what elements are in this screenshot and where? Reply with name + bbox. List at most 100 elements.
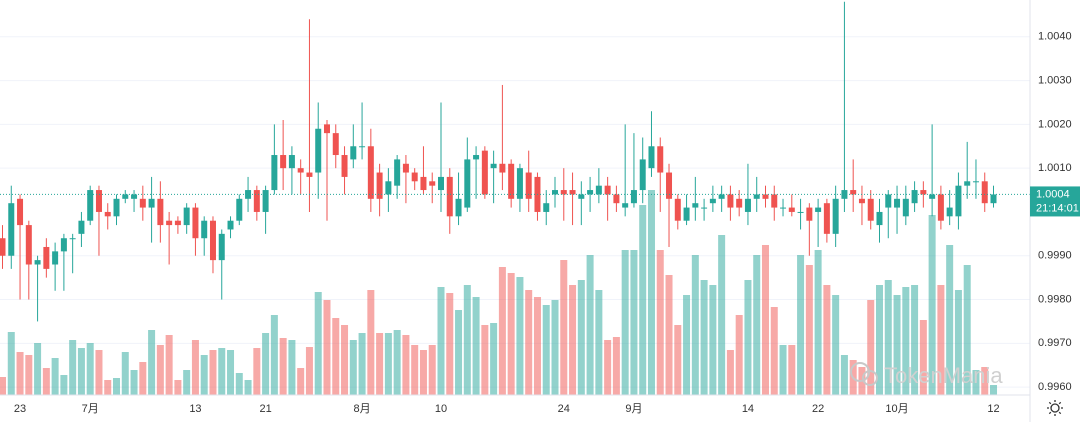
volume-bar: [419, 350, 427, 395]
candle-body: [402, 163, 409, 173]
x-tick-label: 24: [558, 403, 570, 415]
volume-bar: [332, 318, 340, 395]
candle-body: [315, 128, 322, 173]
candle-body: [701, 207, 708, 209]
volume-bar: [455, 310, 463, 395]
candle-body: [394, 159, 401, 186]
candle-body: [87, 190, 94, 221]
candle-body: [587, 190, 594, 195]
candle-body: [622, 203, 629, 208]
volume-bar: [235, 373, 243, 395]
settings-icon-spokes[interactable]: [1047, 400, 1063, 416]
y-tick-label: 1.0010: [1038, 162, 1072, 174]
volume-bar: [95, 350, 103, 395]
candle-body: [429, 181, 436, 186]
axis-layer: 0.9960 0.9970 0.9980 0.9990 1.0010 1.0020 1.00…: [14, 31, 1080, 415]
candle-body: [630, 190, 637, 204]
candle-body: [552, 190, 559, 195]
volume-bar: [148, 330, 156, 395]
volume-bar: [893, 295, 901, 395]
candle-body: [876, 211, 883, 226]
candle-body: [683, 207, 690, 221]
candle-body: [815, 207, 822, 212]
volume-bar: [577, 280, 585, 395]
candle-body: [306, 172, 313, 177]
volume-bar: [954, 290, 962, 395]
x-tick-label: 7月: [82, 403, 99, 415]
candle-body: [516, 168, 523, 199]
volume-bar: [551, 300, 559, 395]
watermark-icon: [862, 370, 878, 386]
candle-body: [323, 124, 330, 134]
y-tick-label: 0.9990: [1038, 250, 1072, 262]
last-price-box: [1030, 186, 1080, 217]
volume-bar: [279, 338, 287, 395]
candle-body: [280, 155, 287, 169]
settings-icon-ring[interactable]: [1050, 403, 1060, 413]
candle-body: [569, 190, 576, 195]
candle-body: [481, 150, 488, 195]
volume-bar: [288, 340, 296, 395]
candle-body: [8, 203, 15, 256]
volume-bar: [560, 260, 568, 395]
candle-body: [122, 194, 129, 199]
volume-bar: [770, 307, 778, 395]
volume-bar: [525, 290, 533, 395]
volume-bar: [700, 280, 708, 395]
x-tick-label: 14: [742, 403, 754, 415]
volume-bar: [665, 275, 673, 395]
candle-body: [192, 207, 199, 239]
volume-bar: [726, 350, 734, 395]
settings-icon[interactable]: [1047, 400, 1063, 416]
candle-body: [131, 194, 138, 199]
volume-bar: [972, 370, 980, 395]
volume-bar: [507, 273, 515, 395]
candle-body: [902, 198, 909, 217]
volume-bar: [297, 368, 305, 395]
last-price-label: 1.0004: [1036, 188, 1070, 200]
volume-bar: [647, 190, 655, 395]
volume-bar: [481, 325, 489, 395]
candle-body: [473, 155, 480, 160]
candle-body: [841, 190, 848, 199]
candle-body: [52, 251, 59, 265]
volume-bar: [121, 352, 129, 395]
volume-bar: [244, 380, 252, 395]
x-tick-label: 9月: [625, 403, 642, 415]
x-tick-label: 12: [987, 403, 999, 415]
volume-bar: [323, 300, 331, 395]
volume-bar: [779, 345, 787, 395]
volume-bar: [753, 255, 761, 395]
volume-bar: [569, 285, 577, 395]
x-tick-label: 22: [812, 403, 824, 415]
candle-body: [657, 146, 664, 173]
volume-bar: [963, 265, 971, 395]
volume-bar: [656, 250, 664, 395]
candle-body: [253, 190, 260, 212]
volume-bar: [981, 367, 989, 395]
volume-bar: [533, 297, 541, 395]
volume-bar: [814, 250, 822, 395]
countdown-label: 21:14:01: [1036, 202, 1079, 214]
candle-body: [920, 190, 927, 195]
y-tick-label: 1.0020: [1038, 118, 1072, 130]
candle-body: [595, 185, 602, 195]
candle-body: [972, 181, 979, 183]
volume-bar: [876, 285, 883, 395]
volume-bar: [709, 285, 717, 395]
candle-body: [946, 207, 953, 217]
x-tick-label: 23: [14, 403, 26, 415]
candle-body: [297, 168, 304, 173]
volume-bar: [209, 350, 217, 395]
volume-bar: [911, 285, 919, 395]
candle-body: [858, 198, 865, 204]
volume-bar: [42, 368, 50, 395]
candle-body: [139, 198, 146, 208]
candle-body: [341, 155, 348, 177]
candle-body: [446, 176, 453, 217]
volume-bar: [384, 333, 392, 395]
watermark-text: TokenMania: [884, 363, 1003, 388]
volume-bar: [16, 352, 24, 395]
x-tick-label: 10月: [885, 403, 908, 415]
